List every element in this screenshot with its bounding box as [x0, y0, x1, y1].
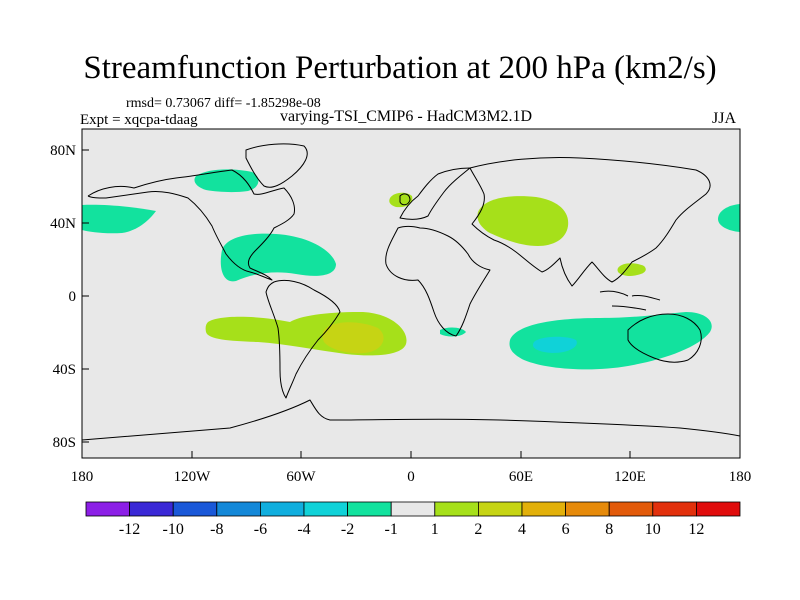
coast-australia — [627, 313, 702, 363]
colorbar-label: -12 — [119, 521, 140, 538]
colorbar-label: -8 — [210, 521, 223, 538]
colorbar-label: -6 — [254, 521, 267, 538]
colorbar-swatch — [347, 501, 392, 517]
lat-tick-label: 0 — [69, 289, 77, 305]
colorbar-swatch — [303, 501, 348, 517]
colorbar-swatch — [652, 501, 697, 517]
colorbar-swatch — [259, 501, 305, 517]
colorbar-label: -10 — [163, 521, 184, 538]
coast-indonesia — [599, 290, 661, 311]
coast-asia — [469, 156, 711, 287]
anomaly-central-asia — [477, 196, 569, 246]
coast-antarctica — [82, 399, 740, 441]
anomaly-philippine-sea — [617, 263, 646, 276]
coastlines — [82, 143, 740, 441]
chart-title: Streamfunction Perturbation at 200 hPa (… — [83, 50, 717, 86]
chart-subtitle: varying-TSI_CMIP6 - HadCM3M2.1D — [280, 108, 532, 125]
anomaly-indian-ocean-core — [532, 336, 577, 353]
colorbar-label: -4 — [297, 521, 310, 538]
lat-ticks — [82, 149, 89, 443]
coast-greenland — [245, 143, 308, 188]
colorbar-label: 12 — [688, 521, 704, 538]
rmsd-stats: rmsd= 0.73067 diff= -1.85298e-08 — [126, 96, 321, 111]
coast-europe-africa — [385, 226, 491, 337]
colorbar-label: 10 — [645, 521, 661, 538]
anomaly-caribbean — [220, 233, 336, 282]
colorbar-labels: -12 -10 -8 -6 -4 -2 -1 1 2 4 6 8 10 12 — [119, 521, 704, 538]
colorbar-label: 2 — [474, 521, 482, 538]
coast-british-isles — [399, 193, 411, 206]
colorbar-swatch — [608, 501, 654, 517]
lon-tick-labels: 180 120W 60W 0 60E 120E 180 — [71, 469, 752, 485]
colorbar-swatch — [434, 501, 479, 517]
colorbar-swatch — [85, 501, 130, 517]
colorbar-swatch — [477, 501, 523, 517]
anomaly-layer — [82, 169, 740, 370]
colorbar-swatch — [390, 501, 436, 517]
anomaly-greenland — [194, 169, 259, 193]
lon-tick-label: 180 — [729, 469, 752, 485]
experiment-label: Expt = xqcpa-tdaag — [80, 112, 198, 128]
lat-tick-label: 80N — [50, 143, 76, 159]
coast-north-america — [87, 169, 295, 281]
colorbar-label: -2 — [341, 521, 354, 538]
map-background — [82, 129, 740, 458]
lat-tick-labels: 80N 40N 0 40S 80S — [50, 143, 76, 451]
colorbar-label: -1 — [385, 521, 398, 538]
colorbar-swatch — [216, 501, 261, 517]
colorbar-label: 8 — [605, 521, 613, 538]
colorbar-label: 4 — [518, 521, 526, 538]
colorbar-swatch — [565, 501, 610, 517]
season-label: JJA — [712, 110, 737, 127]
colorbar — [85, 501, 741, 517]
lat-tick-label: 80S — [53, 435, 76, 451]
lon-tick-label: 120E — [614, 469, 646, 485]
lon-tick-label: 60E — [509, 469, 533, 485]
anomaly-south-atlantic-core — [322, 322, 384, 354]
coast-south-america — [265, 279, 341, 399]
colorbar-label: 6 — [562, 521, 570, 538]
colorbar-swatch — [129, 501, 174, 517]
anomaly-western-europe — [389, 192, 413, 208]
anomaly-indian-ocean — [509, 312, 712, 370]
lat-tick-label: 40S — [53, 362, 76, 378]
lon-tick-label: 0 — [407, 469, 415, 485]
anomaly-north-pacific-west — [718, 204, 740, 232]
lon-tick-label: 120W — [174, 469, 212, 485]
lon-tick-label: 60W — [286, 469, 316, 485]
colorbar-swatch — [172, 501, 218, 517]
colorbar-label: 1 — [431, 521, 439, 538]
colorbar-swatch — [696, 501, 741, 517]
lat-tick-label: 40N — [50, 216, 76, 232]
lon-tick-label: 180 — [71, 469, 94, 485]
lon-ticks — [81, 451, 741, 458]
anomaly-north-pacific-east — [82, 204, 156, 234]
colorbar-swatch — [521, 501, 566, 517]
